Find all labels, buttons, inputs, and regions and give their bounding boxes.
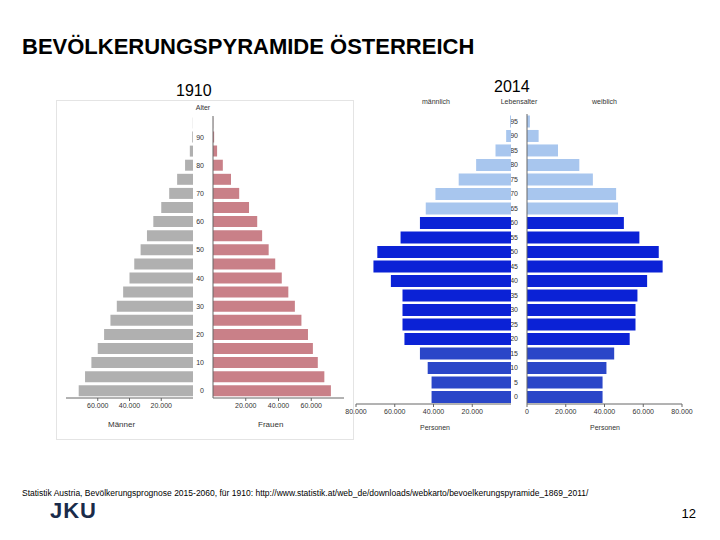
svg-text:40.000: 40.000	[268, 402, 290, 409]
html-text:männlich: männlich	[422, 98, 450, 105]
html-text:Personen: Personen	[420, 424, 450, 431]
svg-text:0: 0	[200, 387, 204, 394]
svg-text:30: 30	[196, 303, 204, 310]
html-text:Alter: Alter	[195, 104, 211, 111]
svg-text:40.000: 40.000	[594, 408, 616, 415]
svg-text:80: 80	[511, 161, 518, 168]
svg-text:20: 20	[196, 331, 204, 338]
svg-text:80: 80	[196, 162, 204, 169]
svg-text:30: 30	[511, 306, 518, 313]
svg-text:10: 10	[196, 359, 204, 366]
html-text:JKU: JKU	[50, 498, 97, 523]
svg-text:95: 95	[511, 118, 518, 125]
svg-text:80.000: 80.000	[671, 408, 693, 415]
html-text:weiblich: weiblich	[592, 98, 617, 105]
svg-text:0: 0	[525, 408, 529, 415]
html-text:Lebensalter: Lebensalter	[500, 98, 538, 105]
svg-text:80.000: 80.000	[345, 408, 367, 415]
svg-text:50: 50	[196, 246, 204, 253]
svg-text:40.000: 40.000	[423, 408, 445, 415]
svg-text:90: 90	[196, 134, 204, 141]
svg-text:45: 45	[511, 263, 518, 270]
svg-text:40: 40	[511, 277, 518, 284]
svg-text:20: 20	[511, 335, 518, 342]
html-text:1910: 1910	[176, 82, 212, 99]
svg-text:55: 55	[511, 234, 518, 241]
svg-text:20.000: 20.000	[555, 408, 577, 415]
html-text:Statistik Austria, Bevölkerung: Statistik Austria, Bevölkerungsprognose …	[22, 488, 589, 498]
svg-text:60.000: 60.000	[633, 408, 655, 415]
svg-text:50: 50	[511, 248, 518, 255]
html-text:2014: 2014	[494, 78, 530, 95]
html-text:Personen: Personen	[590, 424, 620, 431]
svg-text:60.000: 60.000	[301, 402, 323, 409]
svg-text:20.000: 20.000	[151, 402, 173, 409]
svg-text:60.000: 60.000	[87, 402, 109, 409]
svg-text:20.000: 20.000	[462, 408, 484, 415]
html-text:BEVÖLKERUNGSPYRAMIDE ÖSTERREIC: BEVÖLKERUNGSPYRAMIDE ÖSTERREICH	[22, 34, 475, 59]
svg-text:85: 85	[511, 147, 518, 154]
svg-text:75: 75	[511, 176, 518, 183]
svg-text:5: 5	[514, 379, 518, 386]
html-text:12: 12	[681, 506, 696, 521]
svg-text:35: 35	[511, 292, 518, 299]
html-text:Frauen: Frauen	[258, 420, 284, 429]
svg-text:60.000: 60.000	[384, 408, 406, 415]
svg-text:20.000: 20.000	[235, 402, 257, 409]
svg-text:70: 70	[196, 190, 204, 197]
svg-text:25: 25	[511, 321, 518, 328]
svg-text:65: 65	[511, 205, 518, 212]
html-text:Männer: Männer	[108, 420, 136, 429]
svg-text:90: 90	[511, 132, 518, 139]
svg-text:0: 0	[514, 393, 518, 400]
svg-text:60: 60	[511, 219, 518, 226]
svg-text:40: 40	[196, 275, 204, 282]
svg-text:40.000: 40.000	[119, 402, 141, 409]
svg-text:10: 10	[511, 364, 518, 371]
svg-text:15: 15	[511, 350, 518, 357]
svg-text:60: 60	[196, 218, 204, 225]
svg-text:70: 70	[511, 190, 518, 197]
